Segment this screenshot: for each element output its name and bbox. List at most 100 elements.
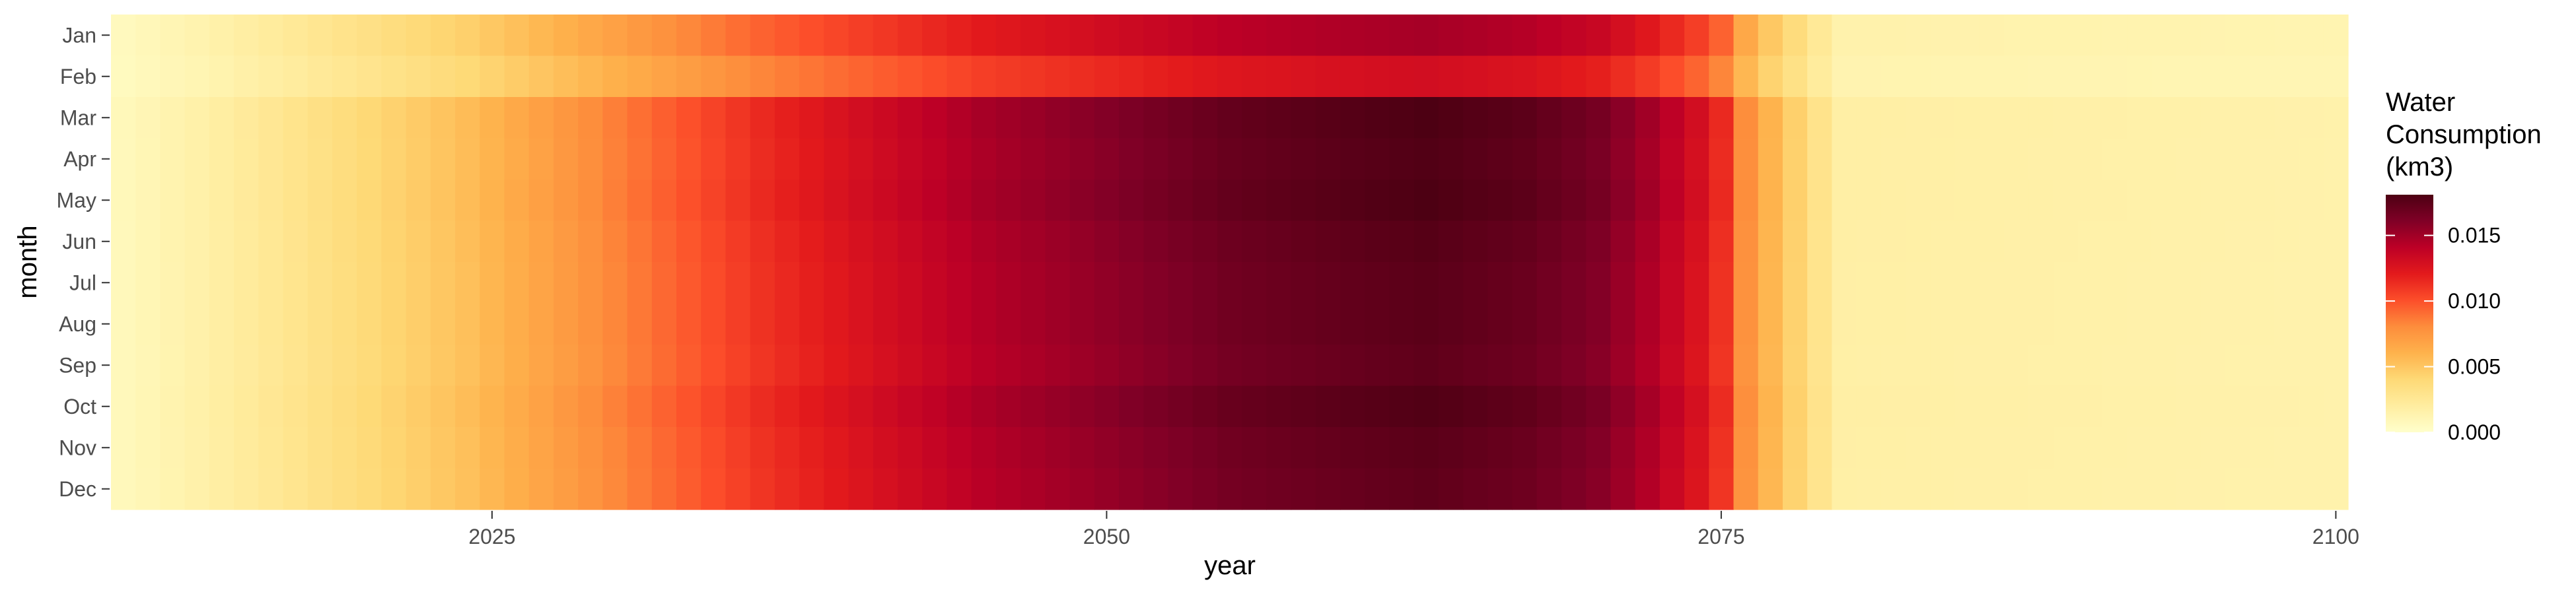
heatmap-cell — [995, 138, 1021, 180]
heatmap-cell — [651, 220, 677, 263]
heatmap-cell — [725, 180, 751, 222]
heatmap-cell — [1045, 15, 1071, 57]
heatmap-cell — [1586, 180, 1612, 222]
heatmap-cell — [2127, 55, 2152, 98]
heatmap-cell — [1758, 97, 1783, 139]
heatmap-cell — [1586, 385, 1612, 428]
heatmap-cell — [528, 55, 554, 98]
heatmap-cell — [1782, 468, 1808, 510]
heatmap-cell — [774, 262, 800, 304]
heatmap-cell — [1266, 427, 1292, 469]
heatmap-cell — [1758, 345, 1783, 387]
heatmap-cell — [1758, 220, 1783, 263]
heatmap-cell — [1217, 345, 1242, 387]
heatmap-cell — [209, 303, 234, 345]
heatmap-cell — [2077, 468, 2103, 510]
heatmap-cell — [1020, 138, 1046, 180]
heatmap-cell — [307, 262, 333, 304]
heatmap-cell — [1217, 385, 1242, 428]
heatmap-cell — [2274, 220, 2300, 263]
heatmap-cell — [971, 427, 997, 469]
heatmap-cell — [898, 180, 923, 222]
heatmap-cell — [2323, 385, 2349, 428]
heatmap-cell — [2102, 180, 2128, 222]
heatmap-cell — [1438, 262, 1464, 304]
heatmap-cell — [824, 138, 849, 180]
heatmap-cell — [578, 303, 603, 345]
heatmap-cell — [553, 180, 579, 222]
heatmap-cell — [1389, 345, 1415, 387]
heatmap-cell — [1684, 345, 1709, 387]
heatmap-cell — [725, 427, 751, 469]
heatmap-cell — [1487, 220, 1513, 263]
heatmap-cell — [1192, 385, 1218, 428]
heatmap-cell — [1365, 262, 1390, 304]
heatmap-cell — [283, 55, 308, 98]
heatmap-cell — [2274, 303, 2300, 345]
heatmap-cell — [873, 345, 898, 387]
heatmap-cell — [1315, 97, 1341, 139]
heatmap-cell — [1684, 15, 1709, 57]
heatmap-cell — [1413, 262, 1439, 304]
heatmap-cell — [283, 97, 308, 139]
heatmap-cell — [2028, 138, 2054, 180]
heatmap-cell — [1561, 180, 1587, 222]
heatmap-cell — [1315, 262, 1341, 304]
heatmap-cell — [406, 180, 431, 222]
heatmap-cell — [1315, 303, 1341, 345]
heatmap-cell — [1512, 345, 1538, 387]
heatmap-cell — [1045, 385, 1071, 428]
heatmap-cell — [1782, 303, 1808, 345]
heatmap-cell — [1659, 220, 1685, 263]
heatmap-cell — [1192, 55, 1218, 98]
heatmap-cell — [1365, 97, 1390, 139]
heatmap-cell — [2176, 468, 2201, 510]
heatmap-cell — [2274, 345, 2300, 387]
heatmap-cell — [2200, 15, 2226, 57]
heatmap-cell — [824, 220, 849, 263]
heatmap-cell — [1930, 15, 1956, 57]
heatmap-cell — [1438, 97, 1464, 139]
heatmap-cell — [1438, 180, 1464, 222]
heatmap-cell — [1832, 97, 1857, 139]
y-tick-label: Sep — [59, 353, 96, 377]
heatmap-cell — [480, 427, 505, 469]
heatmap-cell — [1635, 97, 1661, 139]
heatmap-cell — [848, 97, 874, 139]
heatmap-cell — [824, 427, 849, 469]
heatmap-cell — [2028, 303, 2054, 345]
heatmap-cell — [234, 97, 259, 139]
heatmap-cell — [1930, 468, 1956, 510]
heatmap-cell — [307, 220, 333, 263]
heatmap-cell — [357, 97, 382, 139]
heatmap-cell — [111, 180, 136, 222]
heatmap-cell — [357, 385, 382, 428]
heatmap-cell — [2274, 262, 2300, 304]
legend-tick-label: 0.000 — [2448, 420, 2501, 444]
heatmap-cell — [627, 220, 653, 263]
heatmap-cell — [799, 262, 824, 304]
heatmap-cell — [406, 262, 431, 304]
heatmap-cell — [135, 180, 161, 222]
heatmap-cell — [1807, 303, 1832, 345]
heatmap-cell — [750, 345, 775, 387]
heatmap-cell — [1340, 468, 1365, 510]
heatmap-cell — [995, 15, 1021, 57]
heatmap-cell — [774, 97, 800, 139]
heatmap-cell — [1856, 138, 1882, 180]
heatmap-cell — [1832, 138, 1857, 180]
heatmap-cell — [160, 220, 186, 263]
heatmap-cell — [1242, 138, 1267, 180]
heatmap-cell — [1094, 345, 1120, 387]
heatmap-cell — [1340, 345, 1365, 387]
heatmap-cell — [2299, 180, 2324, 222]
heatmap-cell — [1856, 385, 1882, 428]
heatmap-cell — [258, 55, 284, 98]
heatmap-cell — [1906, 55, 1931, 98]
heatmap-cell — [995, 345, 1021, 387]
heatmap-cell — [1192, 180, 1218, 222]
heatmap-cell — [1020, 385, 1046, 428]
heatmap-cell — [2003, 427, 2029, 469]
heatmap-cell — [209, 138, 234, 180]
heatmap-cell — [1979, 262, 2005, 304]
